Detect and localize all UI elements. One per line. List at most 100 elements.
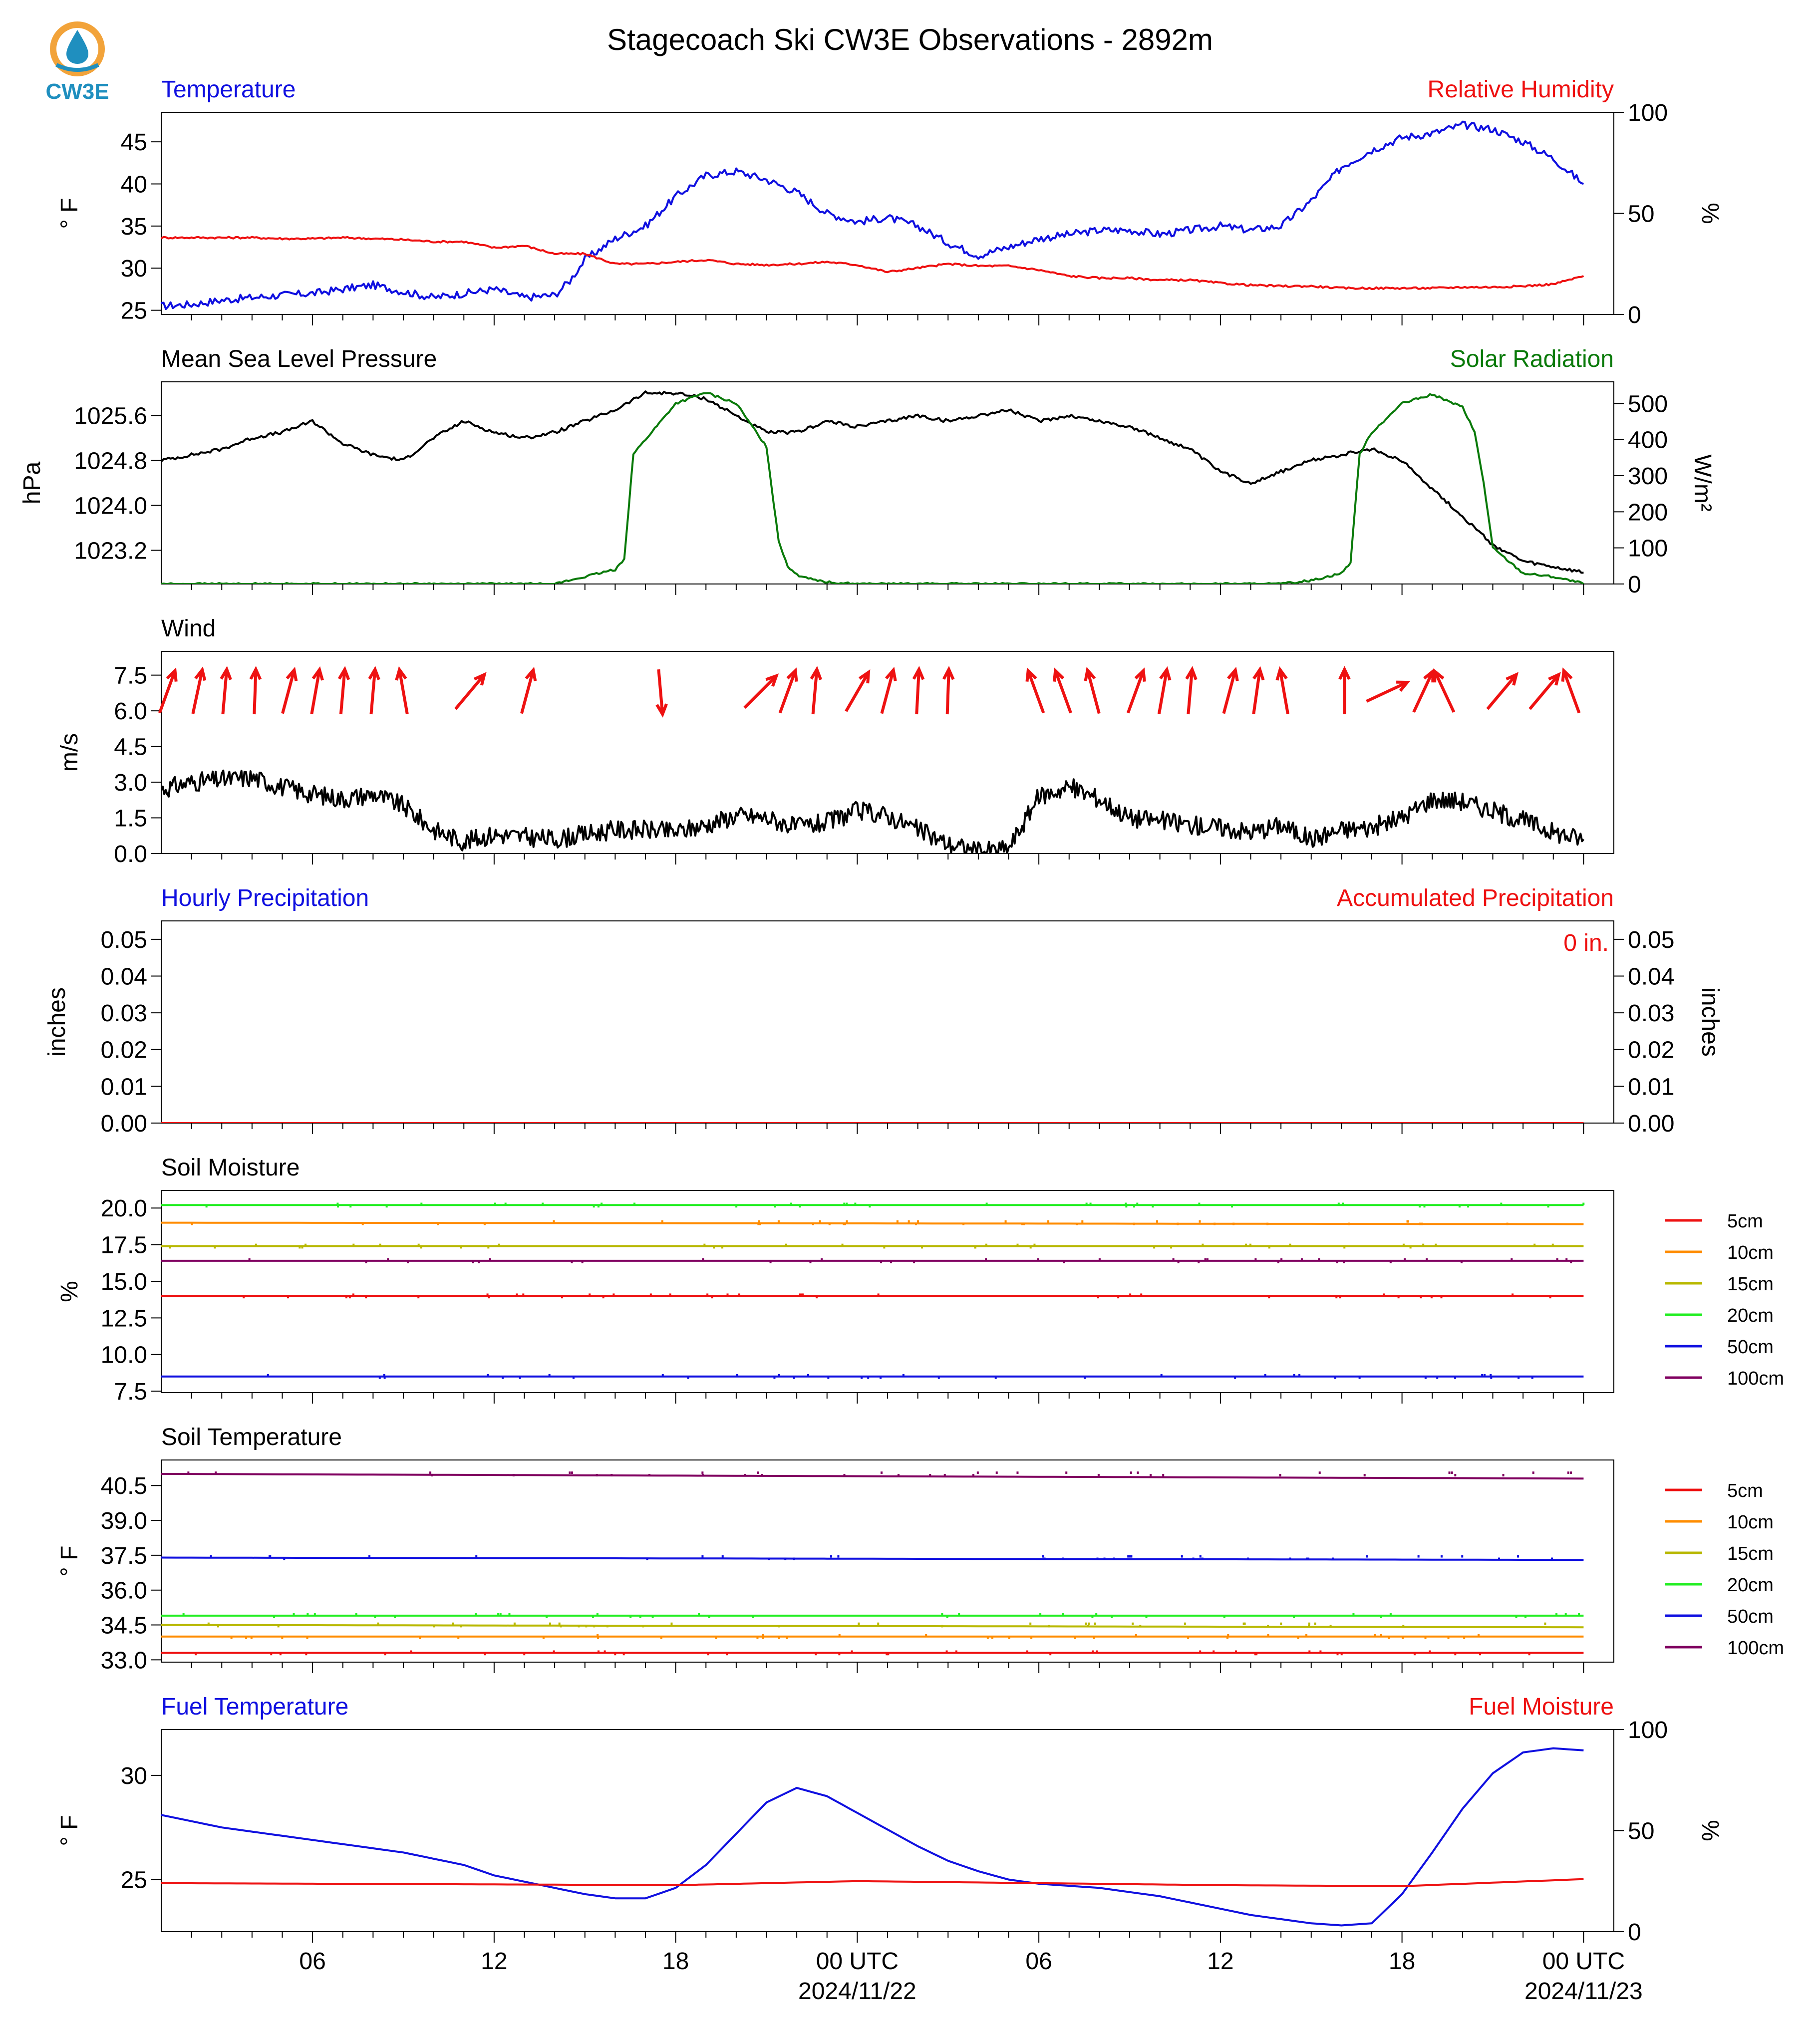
- wind-arrow-head: [1084, 666, 1096, 681]
- wind-arrow-head: [395, 666, 407, 681]
- x-tick-label: 06: [299, 1948, 325, 1975]
- wind-arrow: [1338, 666, 1351, 714]
- y-tick-label: 0.00: [101, 1111, 147, 1137]
- y-right-tick-label: 0: [1628, 1919, 1641, 1946]
- wind-arrow-head: [858, 669, 871, 684]
- wind-arrow: [158, 667, 178, 714]
- panel-title-right: Fuel Moisture: [1469, 1694, 1614, 1720]
- figure-title: Stagecoach Ski CW3E Observations - 2892m: [607, 23, 1213, 56]
- legend-label: 100cm: [1727, 1368, 1784, 1389]
- panels: Temperature Relative Humidity 25 30 35 40 45 ° …: [19, 76, 1784, 2005]
- wind-arrow-shaft: [191, 669, 204, 714]
- wind-arrow: [778, 667, 798, 714]
- wind-arrow-shaft: [1086, 669, 1101, 714]
- wind-arrow-shaft: [253, 669, 258, 715]
- y-tick-label: 1023.2: [74, 538, 147, 565]
- wind-arrow-shaft: [1562, 670, 1581, 714]
- y-tick-label: 35: [121, 214, 147, 240]
- series-line-50cm: [161, 1556, 1584, 1561]
- wind-arrow-head: [1548, 672, 1561, 686]
- panel-2: Mean Sea Level Pressure Solar Radiation 10…: [19, 346, 1716, 598]
- y-right-tick-label: 100: [1628, 100, 1668, 126]
- series-line-100cm: [161, 1472, 1584, 1480]
- y-right-tick-label: 100: [1628, 536, 1668, 562]
- y-right-tick-label: 200: [1628, 499, 1668, 526]
- x-date-label: 2024/11/23: [1524, 1978, 1643, 2005]
- x-tick-label: 12: [1207, 1948, 1233, 1975]
- wind-arrow-shaft: [1126, 670, 1145, 714]
- y-tick-label: 0.03: [101, 1000, 147, 1027]
- wind-arrow-head: [1561, 667, 1573, 682]
- series-line-blue: [161, 120, 1584, 310]
- y-right-tick-label: 0.00: [1628, 1111, 1674, 1137]
- series-line-black: [161, 769, 1584, 854]
- x-tick-label: 06: [1025, 1948, 1052, 1975]
- y-tick-label: 40.5: [101, 1473, 147, 1499]
- wind-arrow-shaft: [281, 669, 296, 714]
- wind-arrow-head: [311, 666, 324, 681]
- y-tick-label: 1.5: [114, 806, 147, 832]
- legend: 5cm 10cm 15cm 20cm 50cm 100cm: [1665, 1211, 1784, 1389]
- wind-arrow-head: [194, 666, 207, 681]
- wind-arrow: [1412, 668, 1435, 713]
- wind-arrow-head: [1396, 680, 1411, 692]
- y-tick-label: 34.5: [101, 1613, 147, 1639]
- precip-annotation: 0 in.: [1563, 930, 1609, 956]
- wind-arrow-shaft: [1366, 681, 1408, 703]
- y-tick-label: 30: [121, 1763, 147, 1789]
- wind-arrow: [281, 666, 298, 714]
- wind-arrow-head: [1053, 667, 1065, 682]
- wind-arrow-shaft: [1026, 670, 1045, 714]
- y-tick-label: 4.5: [114, 734, 147, 761]
- y-axis-label-right: %: [1697, 1820, 1723, 1841]
- series-group: [161, 769, 1584, 854]
- wind-arrow: [1275, 666, 1289, 714]
- wind-arrow: [454, 672, 487, 710]
- y-axis-label: ° F: [56, 198, 83, 229]
- series-line-15cm: [161, 1624, 1584, 1629]
- y-tick-label: 1024.8: [74, 448, 147, 475]
- wind-arrow-head: [1506, 672, 1519, 686]
- logo-text: CW3E: [45, 79, 109, 104]
- wind-arrow: [912, 666, 925, 715]
- series-group: [161, 120, 1584, 310]
- series-line-black: [161, 390, 1584, 574]
- y-right-tick-label: 0.05: [1628, 927, 1674, 953]
- wind-arrow-shaft: [1187, 669, 1194, 715]
- y-axis-label: ° F: [56, 1546, 83, 1577]
- panel-7: Fuel Temperature Fuel Moisture 25 30 ° F 0 50 1…: [56, 1694, 1723, 2005]
- y-right-tick-label: 0.03: [1628, 1000, 1674, 1027]
- wind-arrow-shaft: [915, 669, 920, 715]
- series-group: [161, 390, 1584, 584]
- wind-arrow-head: [1159, 666, 1172, 681]
- x-tick-label: 18: [662, 1948, 689, 1975]
- wind-arrow-head: [786, 667, 798, 682]
- y-axis-label: hPa: [19, 461, 45, 504]
- wind-arrow-shaft: [369, 669, 377, 715]
- panel-title-left: Mean Sea Level Pressure: [161, 346, 437, 372]
- series-line-blue: [161, 1747, 1584, 1927]
- y-axis-label: m/s: [56, 733, 83, 772]
- panel-1: Temperature Relative Humidity 25 30 35 40 45 ° …: [56, 76, 1723, 328]
- y-tick-label: 15.0: [101, 1269, 147, 1295]
- y-tick-label: 7.5: [114, 663, 147, 689]
- wind-arrow-head: [525, 666, 537, 681]
- wind-arrow-head: [810, 666, 823, 680]
- wind-arrow: [368, 666, 380, 715]
- wind-arrow-shaft: [845, 671, 870, 712]
- legend-label: 50cm: [1727, 1337, 1774, 1358]
- wind-arrow-head: [1423, 668, 1435, 683]
- x-tick-label: 18: [1389, 1948, 1415, 1975]
- y-right-tick-label: 500: [1628, 391, 1668, 417]
- y-tick-label: 0.04: [101, 963, 147, 990]
- wind-arrow-head: [166, 667, 178, 682]
- y-axis-label: inches: [44, 987, 70, 1057]
- legend-label: 20cm: [1727, 1305, 1774, 1326]
- wind-arrow: [1185, 666, 1198, 715]
- panel-6: Soil Temperature 33.0 34.5 36.0 37.5 39.0 40.5…: [56, 1424, 1784, 1674]
- series-line-10cm: [161, 1221, 1584, 1225]
- legend-label: 20cm: [1727, 1575, 1774, 1596]
- panel-title-left: Hourly Precipitation: [161, 885, 369, 911]
